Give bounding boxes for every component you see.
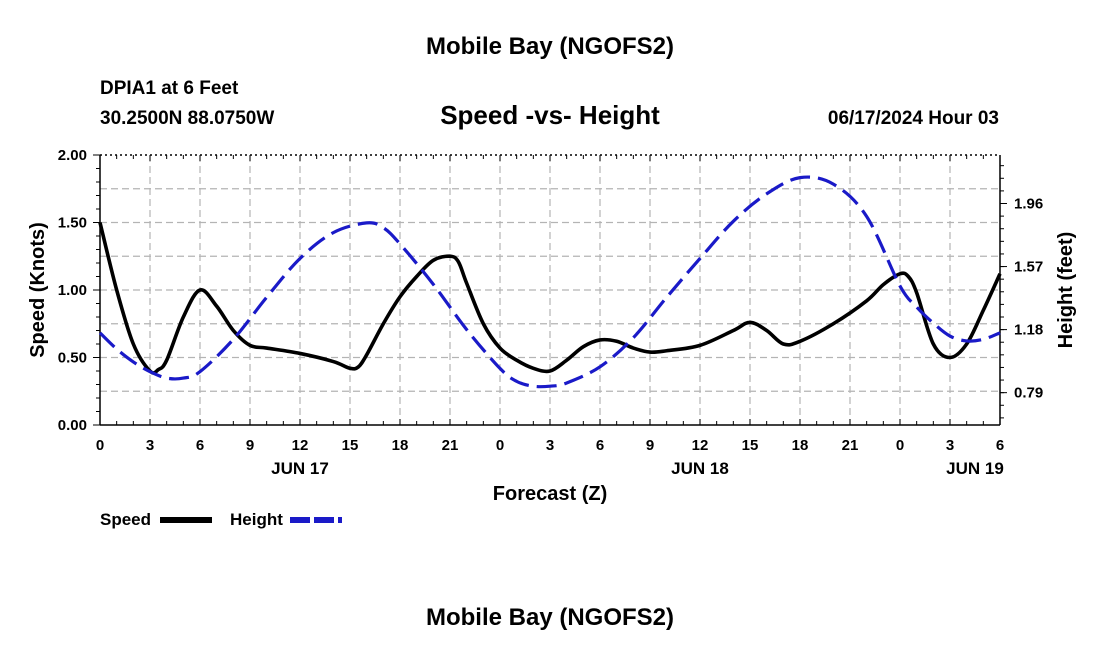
axes — [93, 154, 1007, 426]
x-tick-label: 18 — [792, 437, 809, 454]
location-label: 30.2500N 88.0750W — [100, 108, 274, 129]
legend: Speed Height — [100, 510, 342, 529]
x-tick-label: 6 — [596, 437, 604, 454]
tick-labels: 0 3 6 9 12 15 18 21 0 3 6 9 12 15 18 21 0 3 6 JUN 17 JUN 18 J… — [58, 147, 1043, 478]
x-tick-label: 6 — [996, 437, 1004, 454]
x-tick-label: 3 — [146, 437, 154, 454]
legend-label-height: Height — [230, 510, 283, 529]
x-day-label: JUN 19 — [946, 459, 1004, 478]
y-axis-left-label: Speed (Knots) — [27, 222, 49, 358]
y-left-tick-label: 1.00 — [58, 282, 87, 299]
y-axis-right-label: Height (feet) — [1055, 232, 1077, 349]
x-tick-label: 12 — [692, 437, 709, 454]
x-tick-label: 0 — [896, 437, 904, 454]
series-line-speed — [98, 222, 1002, 375]
chart-title: Speed -vs- Height — [440, 100, 660, 130]
y-right-tick-label: 1.18 — [1014, 322, 1043, 339]
station-label: DPIA1 at 6 Feet — [100, 78, 239, 99]
y-left-tick-label: 1.50 — [58, 215, 87, 232]
x-tick-label: 0 — [96, 437, 104, 454]
y-left-tick-label: 2.00 — [58, 147, 87, 164]
series — [98, 175, 1002, 389]
x-tick-label: 9 — [246, 437, 254, 454]
x-axis-label: Forecast (Z) — [493, 483, 607, 505]
x-tick-label: 0 — [496, 437, 504, 454]
x-tick-label: 21 — [442, 437, 459, 454]
y-right-tick-label: 1.96 — [1014, 196, 1043, 213]
series-line-height — [98, 175, 1001, 389]
page-title-bottom: Mobile Bay (NGOFS2) — [426, 604, 674, 631]
x-tick-label: 18 — [392, 437, 409, 454]
x-tick-label: 15 — [342, 437, 359, 454]
y-right-tick-label: 0.79 — [1014, 385, 1043, 402]
x-tick-label: 12 — [292, 437, 309, 454]
x-tick-label: 3 — [946, 437, 954, 454]
x-tick-label: 3 — [546, 437, 554, 454]
x-day-label: JUN 18 — [671, 459, 729, 478]
y-right-tick-label: 1.57 — [1014, 259, 1043, 276]
grid — [100, 155, 1000, 425]
timestamp-label: 06/17/2024 Hour 03 — [828, 108, 999, 129]
x-tick-label: 15 — [742, 437, 759, 454]
legend-label-speed: Speed — [100, 510, 151, 529]
x-tick-label: 9 — [646, 437, 654, 454]
x-day-label: JUN 17 — [271, 459, 329, 478]
x-tick-label: 21 — [842, 437, 859, 454]
y-left-tick-label: 0.50 — [58, 350, 87, 367]
x-tick-label: 6 — [196, 437, 204, 454]
page-title-top: Mobile Bay (NGOFS2) — [426, 33, 674, 60]
y-left-tick-label: 0.00 — [58, 417, 87, 434]
